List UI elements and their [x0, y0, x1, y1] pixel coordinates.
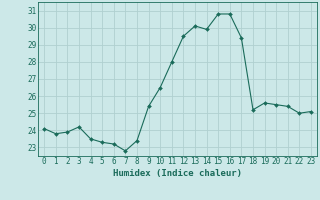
X-axis label: Humidex (Indice chaleur): Humidex (Indice chaleur): [113, 169, 242, 178]
